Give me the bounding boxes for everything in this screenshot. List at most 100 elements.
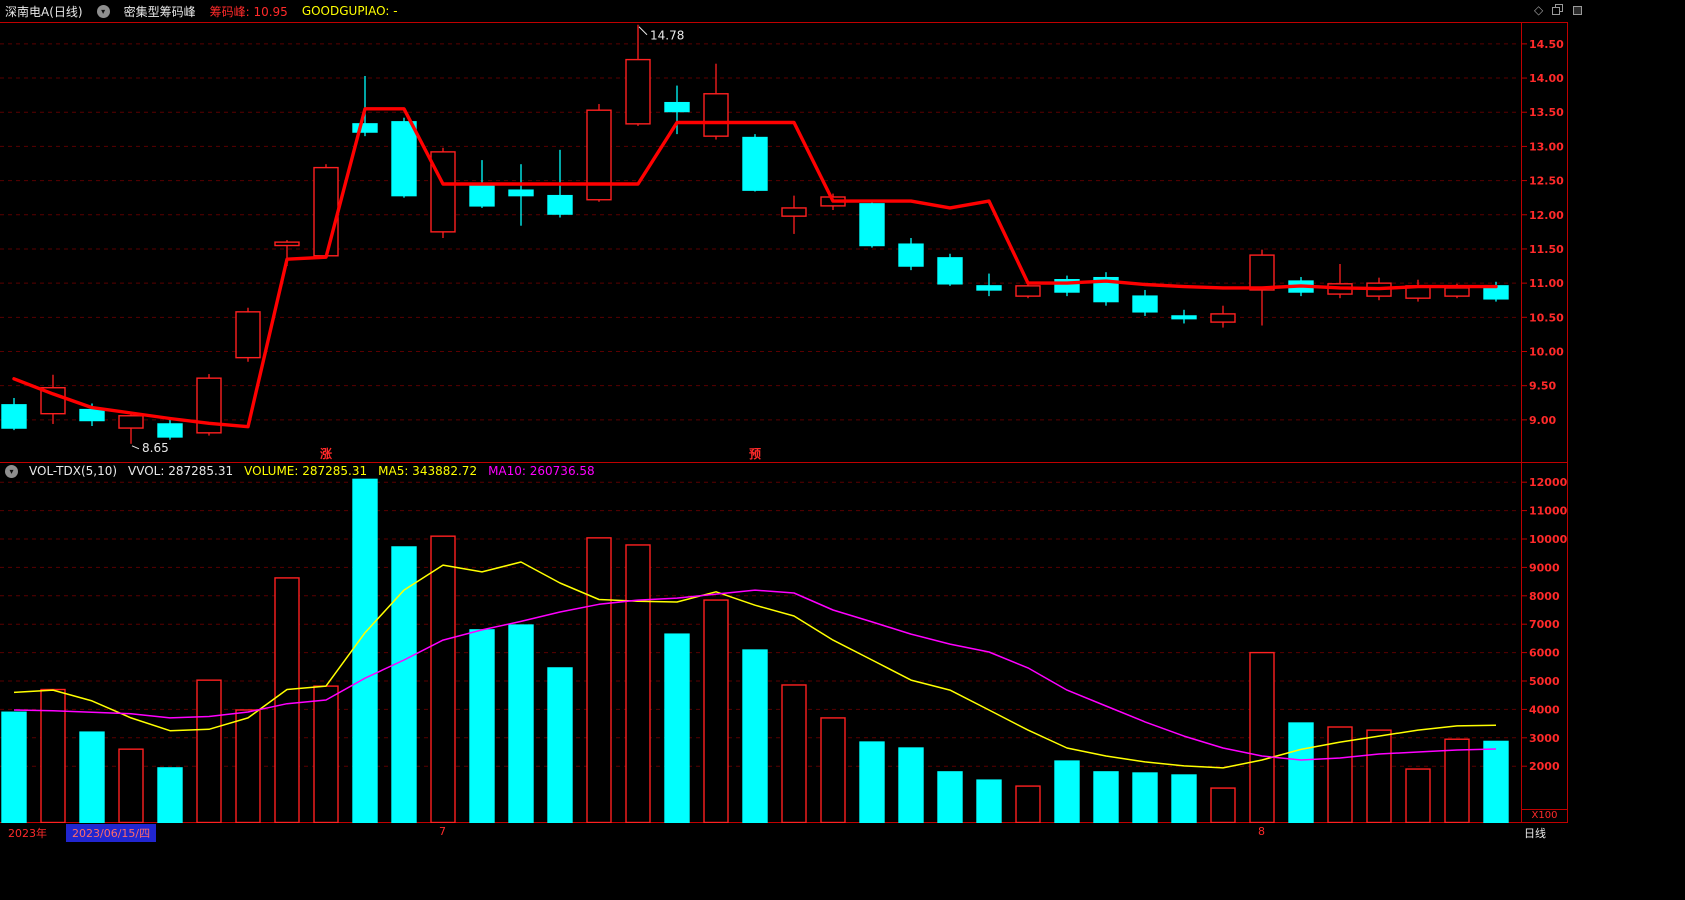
diamond-icon[interactable]: ◇ <box>1534 3 1544 17</box>
volume-bar[interactable] <box>664 633 690 823</box>
candle-body[interactable] <box>1249 254 1275 291</box>
selected-date: 2023/06/15/四 <box>66 824 157 842</box>
volume-bar[interactable] <box>1210 787 1236 823</box>
volume-bar[interactable] <box>703 599 729 823</box>
candle-body[interactable] <box>118 415 144 429</box>
candle-body[interactable] <box>1093 276 1119 303</box>
candle-body[interactable] <box>976 285 1002 291</box>
volume-bar[interactable] <box>157 767 183 823</box>
volume-bar[interactable] <box>313 685 339 823</box>
volume-bar[interactable] <box>898 747 924 823</box>
volume-bar[interactable] <box>274 577 300 823</box>
candle-body[interactable] <box>391 121 417 197</box>
volume-bar[interactable] <box>1405 768 1431 823</box>
low-annotation: 8.65 <box>142 441 169 455</box>
candle-body[interactable] <box>79 408 105 422</box>
volume-collapse-icon[interactable]: ▾ <box>5 464 18 478</box>
volume-bar[interactable] <box>1249 651 1275 823</box>
candle-body[interactable] <box>547 194 573 215</box>
month-marker: 8 <box>1258 825 1265 838</box>
volume-bar[interactable] <box>508 624 534 823</box>
volume-axis-label: 2000 <box>1529 760 1560 773</box>
volume-axis-label: 5000 <box>1529 675 1560 688</box>
price-axis-label: 12.00 <box>1529 209 1564 222</box>
volume-unit-label: X100 <box>1521 809 1568 823</box>
candle-body[interactable] <box>781 207 807 217</box>
volume-bar[interactable] <box>40 688 66 823</box>
volume-bar[interactable] <box>1366 729 1392 823</box>
volume-bar[interactable] <box>547 667 573 823</box>
volume-bar[interactable] <box>859 741 885 823</box>
candle-body[interactable] <box>508 189 534 197</box>
candle-body[interactable] <box>859 203 885 247</box>
price-chart[interactable]: 14.50 14.00 13.50 13.00 12.50 12.00 11.50 11.00… <box>0 22 1569 462</box>
candle-body[interactable] <box>157 423 183 438</box>
volume-bar[interactable] <box>742 649 768 823</box>
candle-body[interactable] <box>742 136 768 191</box>
volume-bar[interactable] <box>1171 774 1197 823</box>
candle-body[interactable] <box>469 183 495 207</box>
volume-bar[interactable] <box>625 544 651 823</box>
high-annotation: 14.78 <box>650 29 684 43</box>
candle-body[interactable] <box>313 166 339 257</box>
candle-body[interactable] <box>1210 313 1236 323</box>
volume-bar[interactable] <box>1132 772 1158 823</box>
period-label[interactable]: 日线 <box>1524 827 1546 840</box>
price-axis-label: 11.50 <box>1529 243 1564 256</box>
volume-bar[interactable] <box>1483 740 1509 823</box>
candle-body[interactable] <box>1444 287 1470 297</box>
volume-bar[interactable] <box>1054 760 1080 823</box>
volume-bar[interactable] <box>937 771 963 823</box>
candle-body[interactable] <box>1171 315 1197 320</box>
candle-body[interactable] <box>352 123 378 133</box>
volume-bar[interactable] <box>1015 785 1041 823</box>
price-axis-label: 10.00 <box>1529 345 1564 358</box>
volume-bar[interactable] <box>1093 771 1119 823</box>
year-label: 2023年 <box>8 827 47 840</box>
volume-bar[interactable] <box>1 711 27 823</box>
volume-bar[interactable] <box>235 709 261 823</box>
volume-axis-label: 7000 <box>1529 618 1560 631</box>
volume-bar[interactable] <box>118 748 144 823</box>
candle-body[interactable] <box>274 241 300 247</box>
volume-bar[interactable] <box>469 629 495 823</box>
ma10-value: MA10: 260736.58 <box>488 464 595 478</box>
volume-bar[interactable] <box>430 535 456 823</box>
volume-bar[interactable] <box>79 731 105 823</box>
candle-body[interactable] <box>1015 285 1041 297</box>
low-annotation-pointer <box>131 445 140 450</box>
candle-body[interactable] <box>937 257 963 285</box>
volume-bar[interactable] <box>1444 738 1470 823</box>
volume-bar[interactable] <box>1288 722 1314 823</box>
goodgupiao-value: GOODGUPIAO: - <box>301 4 398 18</box>
volume-bar[interactable] <box>196 679 222 823</box>
candle-body[interactable] <box>235 311 261 359</box>
volume-chart[interactable]: 12000 11000 10000 9000 8000 7000 6000 5000 4000 3… <box>0 462 1569 823</box>
volume-axis-label: 10000 <box>1529 533 1568 546</box>
candle-body[interactable] <box>625 58 651 125</box>
ma5-value: MA5: 343882.72 <box>378 464 478 478</box>
candle-body[interactable] <box>586 109 612 201</box>
candle-body[interactable] <box>1132 295 1158 313</box>
candle-body[interactable] <box>664 101 690 113</box>
price-axis-label: 9.50 <box>1529 380 1556 393</box>
candle-body[interactable] <box>1 404 27 429</box>
volume-bar[interactable] <box>586 537 612 823</box>
candle-body[interactable] <box>430 151 456 233</box>
title-bar: 深南电A(日线) ▾ 密集型筹码峰 筹码峰: 10.95 GOODGUPIAO:… <box>0 0 1685 22</box>
price-axis-label: 9.00 <box>1529 414 1556 427</box>
candle-body[interactable] <box>898 243 924 267</box>
maximize-icon[interactable] <box>1573 5 1583 15</box>
restore-icon[interactable] <box>1552 4 1564 16</box>
volume-bar[interactable] <box>820 717 846 823</box>
indicator-collapse-icon[interactable]: ▾ <box>96 4 110 18</box>
price-axis-label: 11.00 <box>1529 277 1564 290</box>
volume-bar[interactable] <box>391 546 417 823</box>
volume-bar[interactable] <box>781 684 807 823</box>
price-axis-label: 13.50 <box>1529 106 1564 119</box>
candle-body[interactable] <box>703 93 729 137</box>
stock-title: 深南电A(日线) <box>5 4 83 19</box>
volume-bar[interactable] <box>352 478 378 823</box>
volume-bar[interactable] <box>976 779 1002 823</box>
event-marker: 涨 <box>320 446 332 461</box>
